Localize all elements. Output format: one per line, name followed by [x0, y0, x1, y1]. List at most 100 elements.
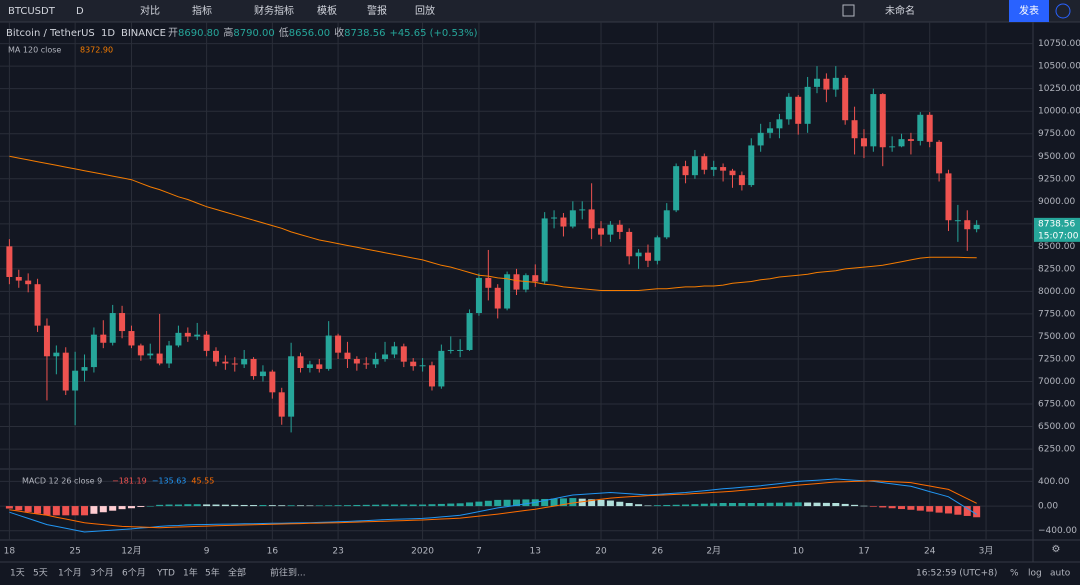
macd-tick-label: −400.00 — [1038, 526, 1077, 536]
range-button[interactable]: 6个月 — [122, 568, 146, 579]
candle-body — [400, 346, 407, 362]
macd-histogram-bar — [15, 506, 23, 511]
macd-histogram-bar — [578, 498, 586, 507]
macd-histogram-bar — [90, 506, 98, 514]
macd-tick-label: 400.00 — [1038, 477, 1070, 487]
macd-histogram-bar — [353, 504, 361, 507]
macd-histogram-bar — [278, 505, 286, 507]
candle-body — [119, 313, 126, 332]
macd-histogram-bar — [43, 506, 51, 516]
macd-histogram-bar — [409, 504, 417, 507]
y-tick-label: 7500.00 — [1038, 332, 1075, 342]
range-button[interactable]: YTD — [156, 569, 175, 579]
toolbar-button[interactable]: 指标 — [192, 4, 212, 17]
macd-tick-label: 0.00 — [1038, 502, 1058, 512]
macd-line — [9, 478, 977, 533]
candle-body — [551, 217, 558, 219]
macd-histogram-bar — [710, 503, 718, 507]
macd-histogram-bar — [456, 503, 464, 507]
candle-body — [607, 224, 614, 235]
toolbar-button[interactable]: 回放 — [415, 4, 435, 17]
candle-body — [842, 77, 849, 121]
interval[interactable]: D — [76, 6, 84, 17]
macd-histogram-bar — [334, 505, 342, 507]
macd-histogram-bar — [165, 504, 173, 507]
range-button[interactable]: 3个月 — [90, 568, 114, 579]
macd-histogram-bar — [390, 504, 398, 507]
range-button[interactable]: 全部 — [228, 567, 246, 579]
range-button[interactable]: 1个月 — [58, 568, 82, 579]
candle-body — [654, 237, 661, 261]
publish-button[interactable] — [1009, 0, 1049, 22]
y-tick-label: 6750.00 — [1038, 400, 1075, 410]
candle-body — [598, 228, 605, 235]
y-tick-label: 7000.00 — [1038, 377, 1075, 387]
macd-histogram-bar — [109, 506, 117, 511]
x-tick-label: 2020 — [411, 547, 434, 557]
candle-body — [203, 334, 210, 351]
candle-body — [288, 356, 295, 417]
candle-body — [43, 325, 50, 357]
macd-histogram-bar — [926, 506, 934, 512]
toolbar-button[interactable]: 财务指标 — [254, 4, 294, 17]
macd-histogram-bar — [757, 502, 765, 507]
ma-line — [9, 155, 977, 291]
signal-line — [9, 480, 977, 529]
candle-body — [90, 334, 97, 368]
scale-option[interactable]: % — [1010, 569, 1019, 579]
range-button[interactable]: 5天 — [33, 569, 48, 579]
range-button[interactable]: 1年 — [183, 567, 198, 579]
ma-legend-name: MA 120 close — [8, 46, 61, 55]
macd-histogram-bar — [287, 505, 295, 507]
symbol[interactable]: BTCUSDT — [8, 6, 56, 17]
macd-histogram-bar — [503, 499, 511, 507]
toolbar-button[interactable]: 模板 — [317, 4, 337, 17]
x-tick-label: 23 — [332, 547, 343, 557]
candle-body — [466, 313, 473, 350]
y-tick-label: 10000.00 — [1038, 107, 1080, 117]
window-icon[interactable] — [842, 4, 855, 17]
macd-histogram-bar — [268, 505, 276, 507]
macd-histogram-bar — [193, 504, 201, 507]
candle-body — [325, 335, 332, 369]
countdown: 15:07:00 — [1038, 231, 1079, 241]
candle-body — [851, 120, 858, 139]
x-tick-label: 7 — [476, 547, 482, 557]
macd-histogram-bar — [52, 506, 60, 516]
toolbar-button[interactable]: 警报 — [367, 4, 387, 17]
candle-body — [560, 217, 567, 227]
macd-histogram-bar — [231, 504, 239, 507]
macd-histogram-bar — [606, 500, 614, 507]
macd-histogram-bar — [672, 504, 680, 507]
candle-body — [626, 231, 633, 257]
bottom-bar — [0, 563, 1080, 585]
scale-option[interactable]: log — [1028, 569, 1042, 579]
range-button[interactable]: 5年 — [205, 567, 220, 579]
goto-date[interactable]: 前往到... — [270, 567, 306, 579]
candle-body — [513, 274, 520, 290]
toolbar-button[interactable]: 对比 — [140, 4, 160, 17]
candle-body — [15, 276, 22, 281]
candle-body — [259, 371, 266, 377]
macd-histogram-bar — [24, 506, 32, 512]
candle-body — [710, 167, 717, 170]
y-tick-label: 9250.00 — [1038, 174, 1075, 184]
candle-body — [616, 224, 623, 232]
scale-option[interactable]: auto — [1050, 569, 1071, 579]
macd-histogram-bar — [34, 506, 42, 514]
layout-name[interactable]: 未命名 — [885, 4, 915, 17]
candle-body — [447, 349, 454, 351]
replay-icon[interactable] — [1055, 3, 1071, 19]
candle-body — [757, 132, 764, 146]
range-button[interactable]: 1天 — [10, 569, 25, 579]
publish-label[interactable]: 发表 — [1019, 4, 1039, 17]
candle-body — [532, 275, 539, 282]
candle-body — [804, 86, 811, 124]
ohlc-change: +45.65 (+0.53%) — [389, 28, 477, 39]
macd-histogram-bar — [888, 506, 896, 509]
macd-histogram-bar — [325, 505, 333, 507]
candle-body — [231, 363, 238, 365]
macd-histogram-bar — [916, 506, 924, 511]
macd-histogram-bar — [775, 502, 783, 507]
settings-icon[interactable]: ⚙ — [1052, 544, 1061, 555]
